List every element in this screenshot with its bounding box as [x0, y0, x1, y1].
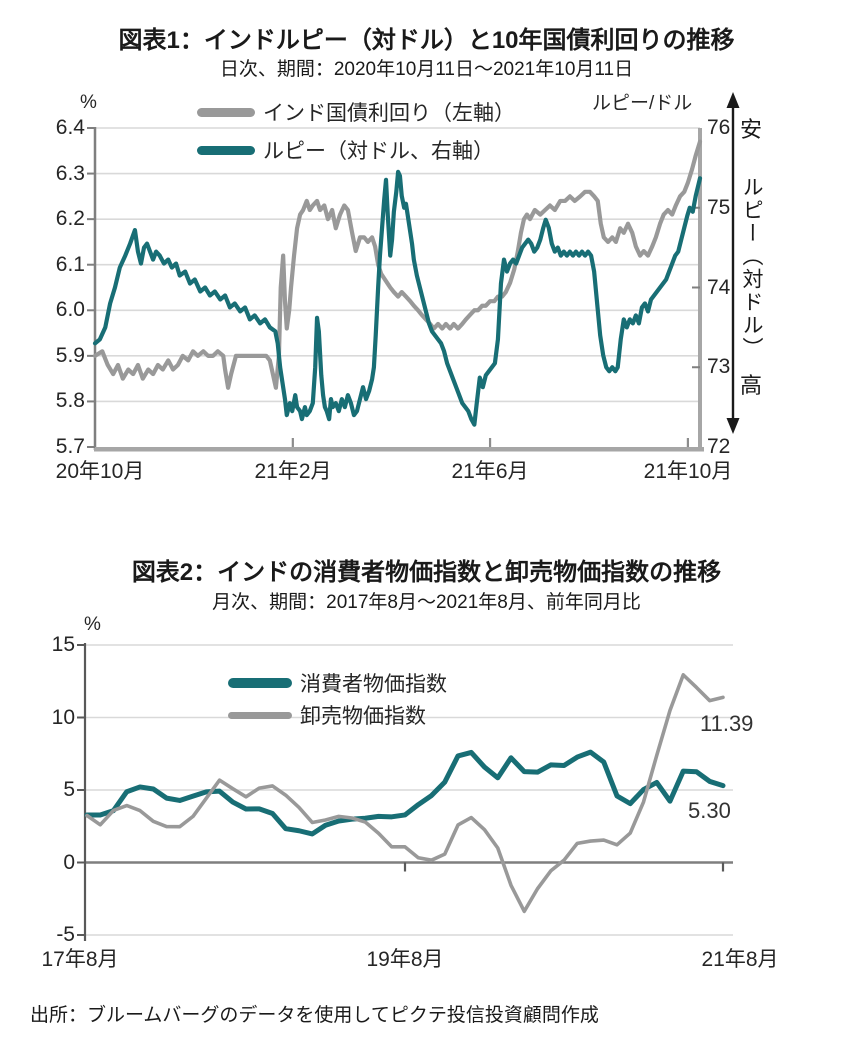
cpi-legend-swatch — [228, 678, 292, 688]
chart1-x-axis-label: 21年6月 — [451, 460, 529, 483]
chart2-x-axis-label: 17年8月 — [41, 948, 119, 971]
chart2-subtitle: 月次、期間：2017年8月～2021年8月、前年同月比 — [212, 592, 641, 613]
source-note: 出所：ブルームバーグのデータを使用してピクテ投信投資顧問作成 — [30, 1005, 599, 1026]
chart2-y-tick-label: 0 — [63, 850, 75, 874]
chart1-title: 図表1：インドルピー（対ドル）と10年国債利回りの推移 — [118, 27, 735, 54]
rupee-weak-label: 安 — [740, 117, 763, 142]
rupee-legend-swatch — [197, 145, 255, 155]
chart1-right-tick-label: 72 — [707, 435, 731, 458]
chart1-left-tick-label: 6.2 — [55, 207, 85, 231]
legend-item-wpi: 卸売物価指数 — [228, 700, 426, 730]
chart1-left-tick-label: 5.7 — [55, 435, 85, 458]
rupee-line — [92, 169, 703, 427]
bond-yield-line — [92, 139, 703, 390]
chart1-right-tick-label: 76 — [707, 116, 731, 139]
wpi-end-value-label: 11.39 — [700, 711, 754, 736]
rupee-axis-annotation: ルピー（対ドル） — [740, 176, 763, 360]
chart2-x-axis-label: 21年8月 — [701, 948, 779, 971]
chart1-left-axis-unit: % — [80, 92, 97, 113]
chart1-right-tick-label: 74 — [707, 275, 731, 299]
chart1-bottom-axis — [94, 447, 704, 452]
chart1-right-tick-label: 73 — [707, 355, 731, 379]
bond-yield-legend-label: インド国債利回り（左軸） — [263, 102, 515, 125]
chart2-axis-unit: % — [84, 614, 101, 635]
chart2-y-tick-label: 10 — [51, 705, 75, 729]
chart2-y-tick-label: -5 — [56, 923, 75, 946]
chart1-left-tick-label: 6.3 — [55, 161, 85, 185]
arrow-up-head — [726, 92, 740, 108]
chart1-left-tick-label: 6.0 — [55, 298, 85, 322]
wpi-line — [85, 673, 725, 914]
chart1-left-tick-label: 6.1 — [55, 252, 85, 276]
cpi-end-value-label: 5.30 — [688, 798, 731, 823]
chart2-y-tick-label: 15 — [51, 633, 75, 656]
chart1-x-axis-label: 21年2月 — [254, 460, 332, 483]
rupee-strong-label: 高 — [740, 373, 763, 398]
legend-item-cpi: 消費者物価指数 — [228, 668, 447, 698]
chart1-right-axis-unit: ルピー/ドル — [592, 93, 693, 114]
arrow-down-head — [726, 418, 740, 434]
legend-item-bond-yield: インド国債利回り（左軸） — [197, 97, 515, 127]
legend-item-rupee: ルピー（対ドル、右軸） — [197, 135, 494, 165]
chart1-subtitle: 日次、期間：2020年10月11日～2021年10月11日 — [219, 59, 634, 80]
bond-yield-legend-swatch — [197, 107, 255, 117]
cpi-line — [84, 749, 726, 837]
chart1-left-tick-label: 5.9 — [55, 343, 85, 367]
chart2-y-tick-label: 5 — [63, 778, 75, 801]
chart1-right-tick-label: 75 — [707, 195, 731, 219]
chart1-left-tick-label: 5.8 — [55, 389, 85, 413]
chart1-x-axis-label: 21年10月 — [643, 460, 733, 483]
chart2-x-axis-label: 19年8月 — [366, 948, 444, 971]
chart1-x-axis-label: 20年10月 — [55, 460, 145, 483]
rupee-legend-label: ルピー（対ドル、右軸） — [263, 140, 494, 163]
wpi-legend-swatch — [228, 711, 292, 719]
chart1-left-tick-label: 6.4 — [55, 116, 85, 139]
chart2-title: 図表2：インドの消費者物価指数と卸売物価指数の推移 — [131, 559, 722, 586]
wpi-legend-label: 卸売物価指数 — [300, 705, 426, 728]
cpi-legend-label: 消費者物価指数 — [300, 673, 447, 696]
